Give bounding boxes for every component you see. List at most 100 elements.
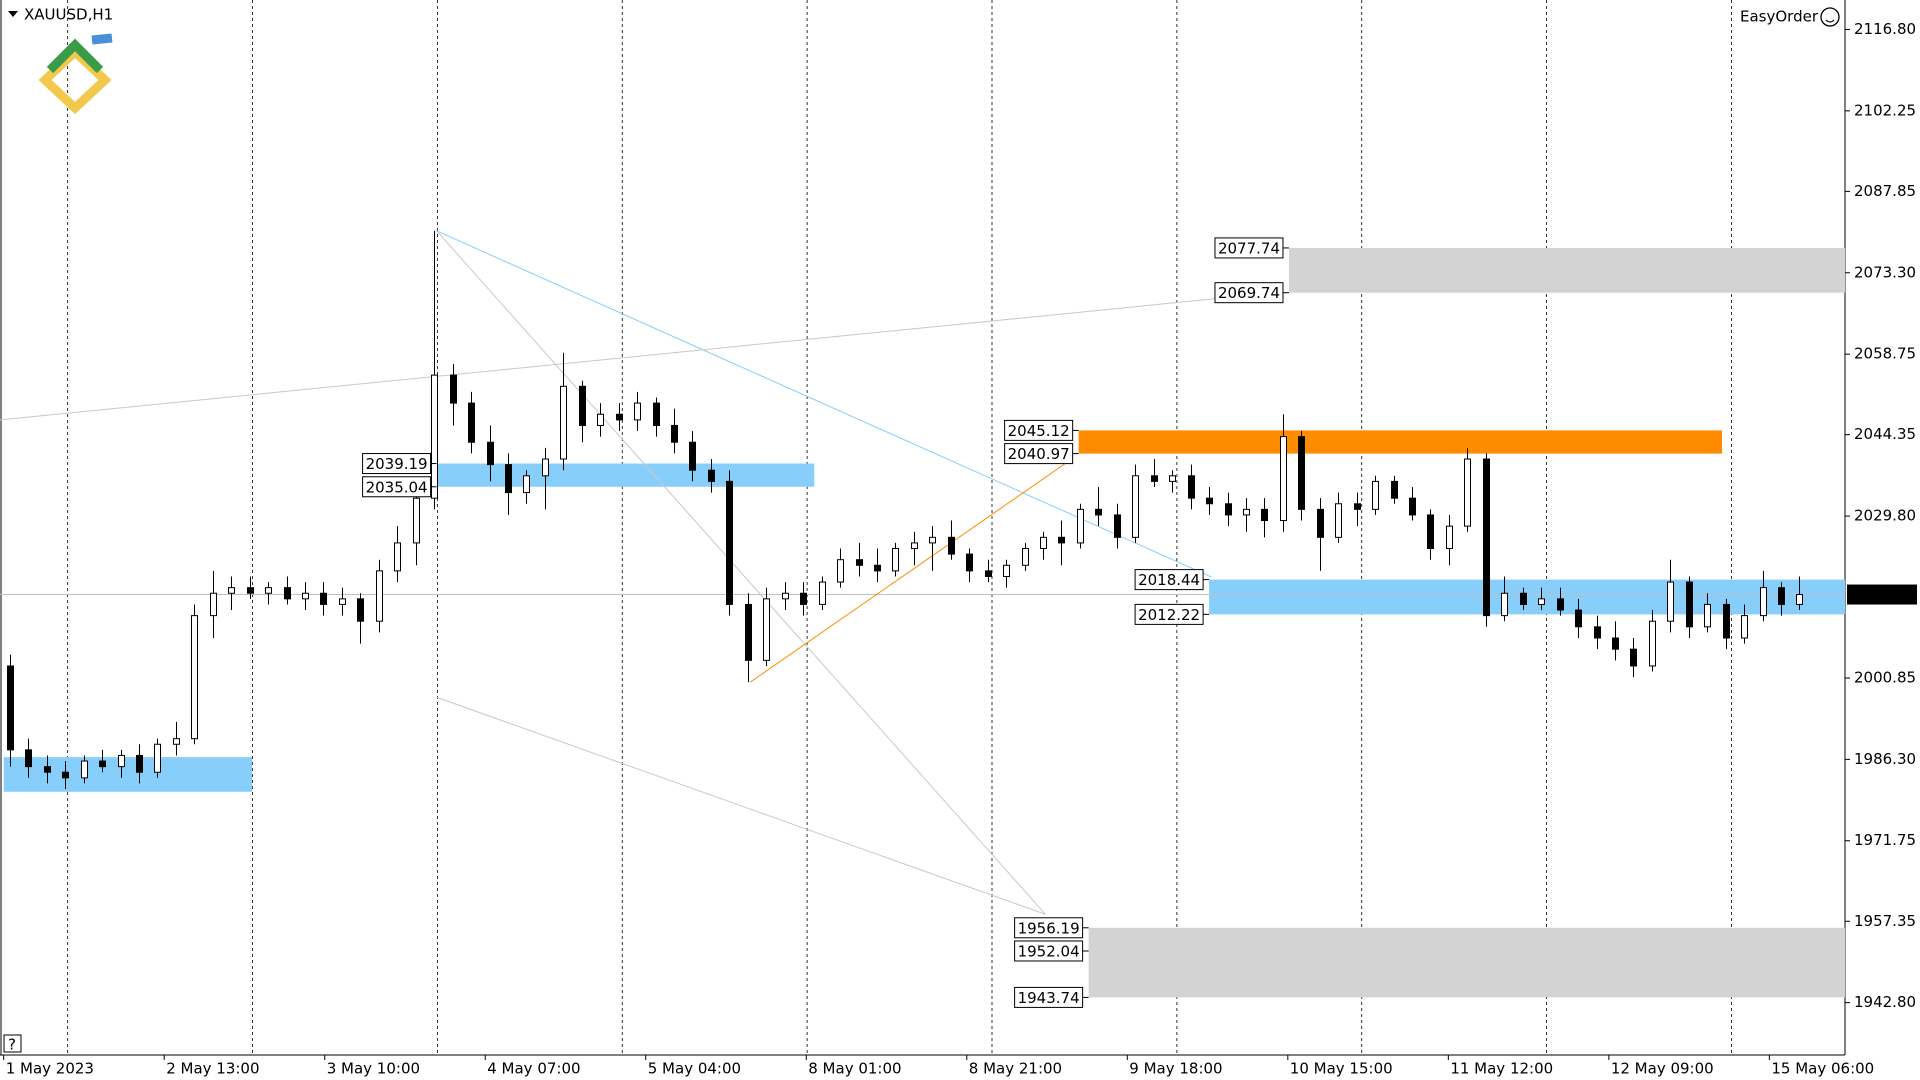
candle-body (1391, 480, 1398, 499)
zone-label-box (1134, 569, 1204, 591)
x-tick-label: 8 May 01:00 (808, 1060, 901, 1078)
candle-body (1649, 620, 1656, 667)
zone-label: 1943.74 (1018, 989, 1080, 1007)
smiley-icon[interactable] (1820, 7, 1840, 27)
help-box[interactable] (3, 1034, 22, 1053)
y-tick-label: 2058.75 (1854, 345, 1916, 363)
candle-body (62, 771, 69, 779)
zone-label-box (1014, 940, 1084, 962)
candle-body (579, 385, 586, 426)
candle-body (376, 570, 383, 622)
candle-body (948, 536, 955, 555)
candle-body (597, 413, 604, 426)
y-tick-label: 2102.25 (1854, 101, 1916, 119)
candle-body (1114, 514, 1121, 538)
candle-body (1188, 475, 1195, 499)
candle-body (819, 581, 826, 605)
candle-body (1594, 626, 1601, 639)
candle-body (1206, 497, 1213, 505)
candle-body (1796, 594, 1803, 605)
zone-label-box (1014, 986, 1084, 1008)
candle-body (339, 598, 346, 605)
zone-label-box (1014, 917, 1084, 939)
candle-body (228, 587, 235, 594)
zone-label: 1956.19 (1018, 919, 1080, 937)
easyorder-button[interactable]: EasyOrder (1740, 8, 1819, 26)
y-tick-label: 2073.30 (1854, 263, 1916, 281)
candle-body (782, 592, 789, 600)
candle-body (7, 665, 14, 751)
candle-body (671, 424, 678, 443)
candle-body (985, 570, 992, 577)
candle-body (1741, 615, 1748, 639)
y-tick-label: 1957.35 (1854, 912, 1916, 930)
candle-body (892, 548, 899, 572)
candle-body (1003, 564, 1010, 577)
candle-body (653, 402, 660, 426)
logo (38, 33, 113, 115)
candle-body (1704, 603, 1711, 628)
zone (1078, 430, 1722, 454)
candle-body (1557, 598, 1564, 611)
zone (1209, 579, 1846, 615)
candle-body (1354, 503, 1361, 510)
x-tick-label: 3 May 10:00 (327, 1060, 420, 1078)
candle-body (302, 592, 309, 600)
zone (1288, 247, 1846, 293)
x-tick-label: 15 May 06:00 (1771, 1060, 1874, 1078)
candle-body (1225, 503, 1232, 516)
candle-body (1612, 637, 1619, 650)
current-price-label: 2015.77 (1852, 586, 1914, 604)
zone (436, 463, 815, 487)
zone-label: 2077.74 (1218, 239, 1280, 257)
candle-body (874, 564, 881, 572)
y-tick-label: 2087.85 (1854, 182, 1916, 200)
zone-label: 2045.12 (1008, 422, 1070, 440)
candle-body (118, 754, 125, 768)
zone (3, 757, 253, 792)
zone-label-box (1004, 419, 1074, 441)
zone-label-box (1214, 282, 1284, 304)
zone-label-box (362, 476, 432, 498)
zone-label-box (362, 453, 432, 475)
x-tick-label: 4 May 07:00 (487, 1060, 580, 1078)
trend-line (0, 291, 1280, 421)
x-tick-label: 1 May 2023 (6, 1060, 94, 1078)
candle-body (487, 441, 494, 466)
vertical-grid (67, 0, 1732, 1055)
candle-body (966, 553, 973, 572)
candle-body (542, 458, 549, 477)
candle-body (1243, 508, 1250, 516)
candle-body (1723, 603, 1730, 639)
candle-body (265, 587, 272, 594)
smiley-mouth (1825, 19, 1835, 23)
x-tick-label: 10 May 15:00 (1290, 1060, 1393, 1078)
candle-body (1667, 581, 1674, 622)
zone-label: 2012.22 (1138, 606, 1200, 624)
candle-body (413, 497, 420, 544)
logo-blue (91, 33, 113, 45)
candle-body (911, 542, 918, 550)
candle-body (1372, 480, 1379, 510)
symbol-arrow[interactable] (8, 11, 18, 17)
candle-body (856, 559, 863, 566)
x-tick-label: 2 May 13:00 (166, 1060, 259, 1078)
candle-body (1151, 475, 1158, 482)
help-text[interactable]: ? (8, 1036, 16, 1054)
candle-body (25, 749, 32, 768)
candle-body (1483, 458, 1490, 617)
candle-body (1630, 648, 1637, 667)
candle-body (1760, 587, 1767, 617)
candle-body (1298, 436, 1305, 510)
candle-body (745, 603, 752, 661)
candle-body (1095, 508, 1102, 516)
candle-body (616, 413, 623, 421)
symbol-title: XAUUSD,H1 (24, 6, 113, 24)
x-tick-label: 12 May 09:00 (1611, 1060, 1714, 1078)
x-tick-label: 11 May 12:00 (1450, 1060, 1553, 1078)
x-tick-label: 9 May 18:00 (1129, 1060, 1222, 1078)
logo-green (46, 38, 104, 74)
candle-body (1464, 458, 1471, 527)
candle-body (468, 402, 475, 443)
